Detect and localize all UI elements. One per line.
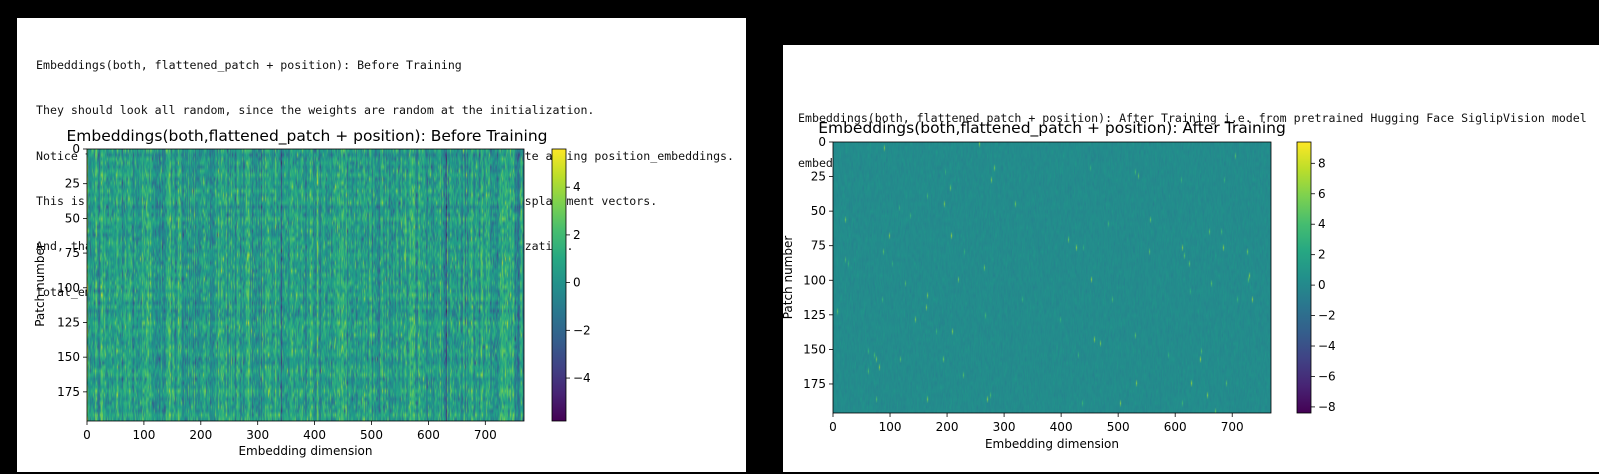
- x-tick-label: 200: [936, 420, 959, 434]
- chart-title: Embeddings(both,flattened_patch + positi…: [66, 127, 547, 146]
- colorbar-tick-label: 2: [573, 228, 581, 242]
- y-tick-label: 25: [65, 177, 80, 191]
- output-cell-before-training: Embeddings(both, flattened_patch + posit…: [17, 18, 746, 472]
- y-tick-label: 125: [57, 315, 80, 329]
- x-tick-label: 700: [474, 428, 497, 442]
- y-tick-label: 0: [818, 135, 826, 149]
- y-tick-label: 175: [803, 377, 826, 391]
- x-tick-label: 700: [1221, 420, 1244, 434]
- colorbar-tick-label: 2: [1318, 248, 1326, 262]
- x-tick-label: 600: [1164, 420, 1187, 434]
- x-tick-label: 100: [879, 420, 902, 434]
- chart-title: Embeddings(both,flattened_patch + positi…: [818, 119, 1286, 138]
- plot-frame: [832, 141, 1272, 414]
- y-tick-label: 50: [811, 204, 826, 218]
- y-tick-label: 125: [803, 308, 826, 322]
- output-line: They should look all random, since the w…: [36, 103, 595, 118]
- heatmap-after-training: Embeddings(both,flattened_patch + positi…: [783, 119, 1336, 451]
- x-axis-label: Embedding dimension: [985, 437, 1119, 451]
- y-tick-label: 150: [803, 342, 826, 356]
- x-tick-label: 400: [303, 428, 326, 442]
- y-tick-label: 175: [57, 385, 80, 399]
- colorbar-tick-label: 0: [573, 276, 581, 290]
- colorbar-tick-label: −2: [573, 323, 591, 337]
- colorbar-tick-label: 0: [1318, 278, 1326, 292]
- heatmap-before-training: Embeddings(both,flattened_patch + positi…: [33, 127, 591, 458]
- colorbar-tick-label: −2: [1318, 309, 1336, 323]
- x-tick-label: 400: [1050, 420, 1073, 434]
- colorbar-tick-label: −6: [1318, 369, 1336, 383]
- y-tick-label: 100: [803, 273, 826, 287]
- y-tick-label: 75: [65, 246, 80, 260]
- x-tick-label: 300: [246, 428, 269, 442]
- output-line: Embeddings(both, flattened_patch + posit…: [798, 111, 1587, 126]
- y-tick-label: 75: [811, 239, 826, 253]
- y-tick-label: 150: [57, 350, 80, 364]
- heatmap-cells: [87, 149, 524, 421]
- output-line: Embeddings(both, flattened_patch + posit…: [36, 58, 462, 73]
- colorbar-tick-label: −4: [573, 371, 591, 385]
- colorbar-tick-label: 4: [573, 180, 581, 194]
- y-tick-label: 0: [72, 142, 80, 156]
- x-tick-label: 500: [1107, 420, 1130, 434]
- y-tick-label: 100: [57, 281, 80, 295]
- y-axis-label: Patch number: [783, 236, 795, 320]
- colorbar-tick-label: 4: [1318, 217, 1326, 231]
- colorbar-tick-label: −4: [1318, 339, 1336, 353]
- x-tick-label: 300: [993, 420, 1016, 434]
- colorbar-tick-label: 6: [1318, 187, 1326, 201]
- x-tick-label: 500: [360, 428, 383, 442]
- colorbar: [1296, 141, 1312, 414]
- colorbar: [551, 148, 567, 422]
- x-tick-label: 600: [417, 428, 440, 442]
- y-tick-label: 50: [65, 211, 80, 225]
- x-tick-label: 200: [189, 428, 212, 442]
- colorbar-tick-label: 8: [1318, 156, 1326, 170]
- plot-frame: [86, 148, 525, 422]
- output-cell-after-training: Embeddings(both, flattened_patch + posit…: [783, 45, 1599, 472]
- y-axis-label: Patch number: [33, 243, 47, 327]
- x-tick-label: 0: [829, 420, 837, 434]
- x-tick-label: 0: [83, 428, 91, 442]
- colorbar-tick-label: −8: [1318, 400, 1336, 414]
- x-tick-label: 100: [132, 428, 155, 442]
- x-axis-label: Embedding dimension: [238, 444, 372, 458]
- y-tick-label: 25: [811, 170, 826, 184]
- heatmap-cells: [833, 142, 1271, 413]
